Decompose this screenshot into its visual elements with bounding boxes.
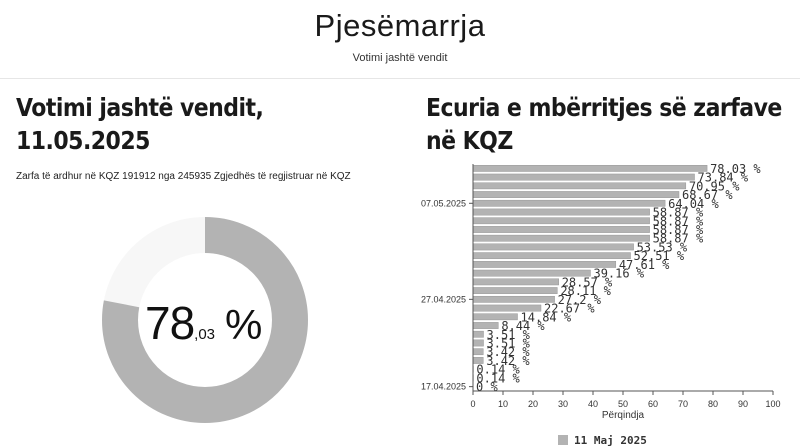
progress-title-line2: në KQZ [426, 126, 513, 155]
turnout-percentage-integer: 78 [145, 297, 195, 349]
progress-title: Ecuria e mbërritjes së zarfave në KQZ [426, 91, 796, 157]
turnout-panel: Votimi jashtë vendit, 11.05.2025 Zarfa t… [0, 79, 400, 448]
turnout-percentage: 78,03% [145, 296, 262, 350]
site-title: Pjesëmarrja [314, 8, 486, 43]
turnout-percentage-decimal: ,03 [194, 326, 216, 343]
progress-title-line1: Ecuria e mbërritjes së zarfave [426, 93, 782, 122]
turnout-title-line1: Votimi jashtë vendit, [16, 93, 264, 122]
envelopes-summary: Zarfa të ardhur në KQZ 191912 nga 245935… [16, 171, 351, 182]
turnout-title-line2: 11.05.2025 [16, 126, 150, 155]
turnout-title: Votimi jashtë vendit, 11.05.2025 [16, 91, 403, 157]
turnout-percentage-sign: % [225, 301, 263, 348]
site-header: Pjesëmarrja Votimi jashtë vendit [0, 0, 800, 79]
progress-panel: Ecuria e mbërritjes së zarfave në KQZ [410, 79, 800, 448]
site-subtitle: Votimi jashtë vendit [352, 52, 448, 64]
turnout-donut-chart [102, 217, 308, 423]
donut-fill [102, 217, 308, 423]
